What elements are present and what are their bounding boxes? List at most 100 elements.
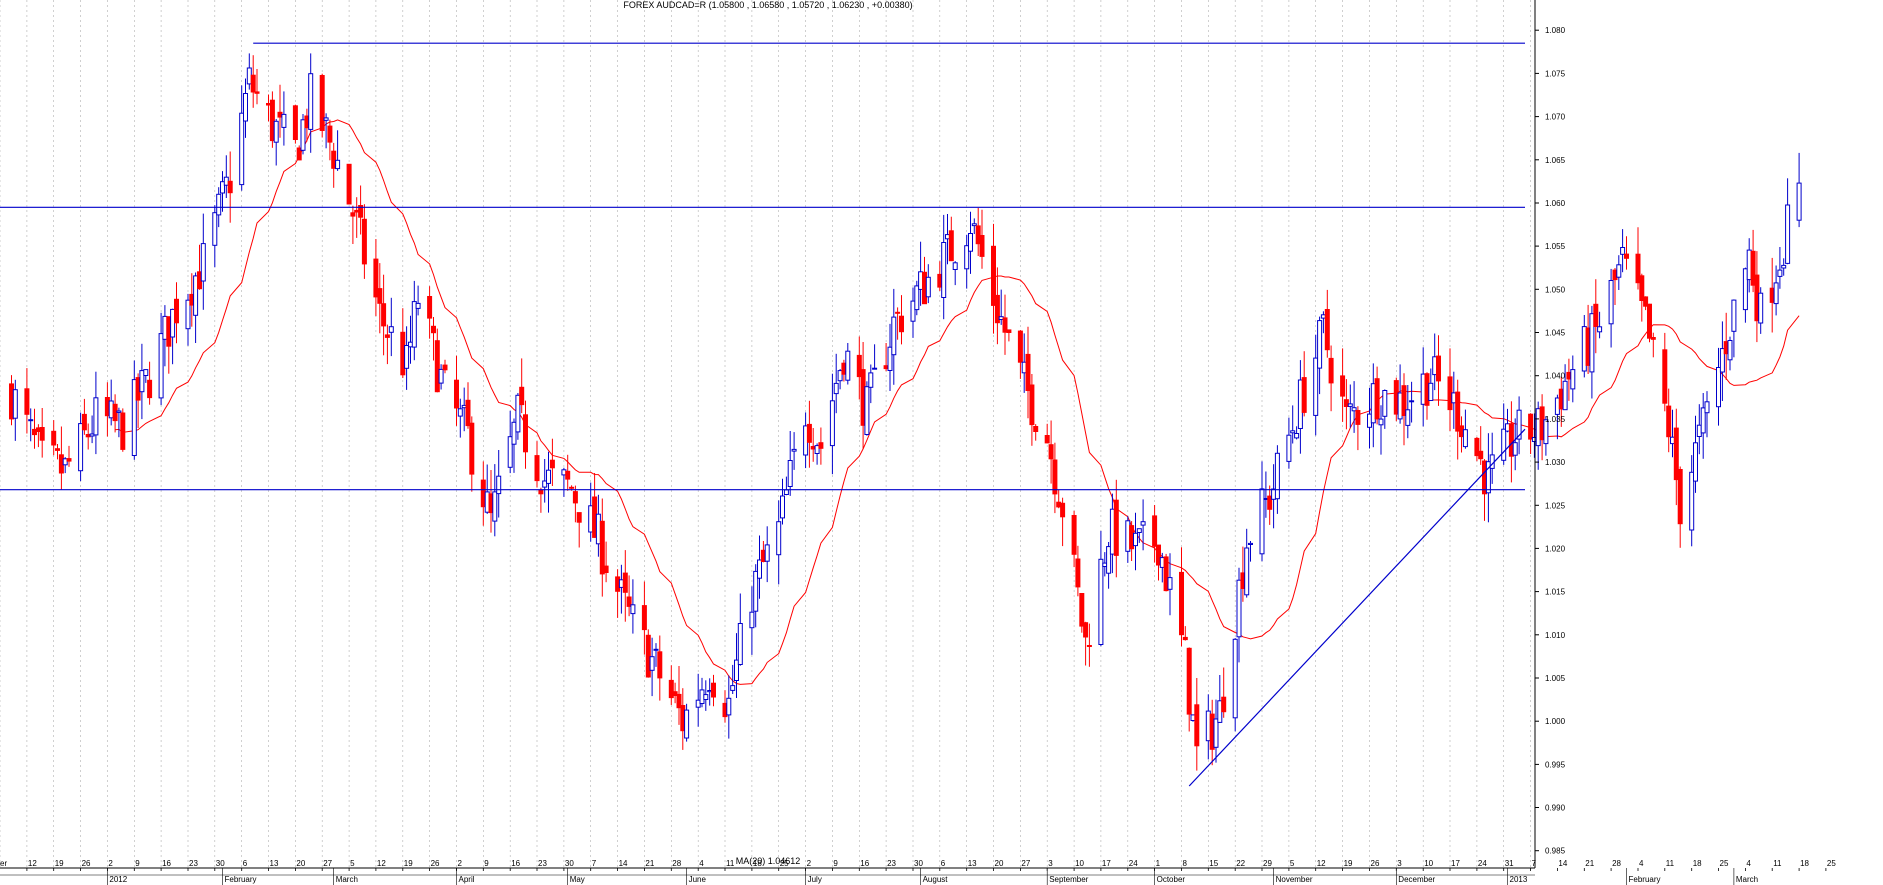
candle-body <box>599 520 605 575</box>
candle <box>572 485 578 523</box>
candle-body <box>1796 182 1802 221</box>
x-tick-label: 11 <box>726 859 735 868</box>
candle-body <box>93 397 99 436</box>
candle-body <box>404 345 410 369</box>
candle <box>914 280 920 316</box>
y-tick-label: 1.020 <box>1545 544 1566 553</box>
candle-body <box>438 368 444 384</box>
candle <box>1693 415 1698 493</box>
x-tick-label: 21 <box>1585 859 1594 868</box>
candle <box>1727 336 1733 371</box>
candle-body <box>1777 269 1783 277</box>
candle-body <box>1485 461 1491 494</box>
x-tick-label: 10 <box>1075 859 1084 868</box>
candle <box>787 431 793 496</box>
candle-body <box>32 428 37 436</box>
ma-label: MA(20) 1.04612 <box>736 856 801 866</box>
candle <box>649 637 655 697</box>
candle <box>1543 416 1549 456</box>
x-tick-label: 13 <box>968 859 977 868</box>
candle <box>1290 405 1296 444</box>
candle-body <box>1401 385 1407 417</box>
candle-body <box>941 242 947 298</box>
candle <box>308 53 314 153</box>
candle-body <box>1616 264 1622 278</box>
candle <box>991 223 996 334</box>
candle <box>200 213 206 310</box>
candle <box>699 677 705 708</box>
x-tick-label: 18 <box>753 859 762 868</box>
candle <box>737 593 743 666</box>
candle-body <box>649 656 655 671</box>
candle-body <box>837 370 843 382</box>
candle-body <box>868 372 874 388</box>
candle <box>1328 345 1334 412</box>
candle-body <box>776 521 782 556</box>
y-tick-label: 1.035 <box>1545 415 1566 424</box>
candle-body <box>684 709 690 739</box>
candle <box>388 297 394 357</box>
candle <box>1635 227 1641 290</box>
candle-body <box>1673 427 1679 481</box>
candle <box>641 581 647 655</box>
candle <box>404 326 410 390</box>
x-tick-label: 9 <box>484 859 489 868</box>
candle-body <box>431 325 436 334</box>
candle-body <box>994 294 1000 324</box>
candle-body <box>764 544 770 562</box>
x-tick-label: 28 <box>672 859 681 868</box>
candle-body <box>1677 469 1683 525</box>
candle <box>1152 505 1158 563</box>
candle-body <box>1593 303 1599 327</box>
candle-body <box>1194 704 1200 747</box>
candle <box>1777 247 1783 289</box>
x-tick-label: 6 <box>243 859 248 868</box>
candle <box>910 287 916 338</box>
y-tick-label: 1.055 <box>1545 242 1566 251</box>
candle-body <box>1006 329 1012 333</box>
candle <box>1731 299 1737 358</box>
candle <box>1773 265 1779 316</box>
candle-body <box>1731 299 1737 332</box>
candle <box>968 211 973 274</box>
x-tick-label: 23 <box>189 859 198 868</box>
x-tick-label: 7 <box>1532 859 1537 868</box>
candle-body <box>1570 369 1576 390</box>
x-month-label: May <box>570 875 585 884</box>
candle <box>895 307 901 340</box>
candle-body <box>39 427 45 441</box>
candle <box>269 91 275 148</box>
candle-body <box>1156 544 1161 566</box>
candle <box>66 445 72 467</box>
candle <box>1485 433 1491 523</box>
candle <box>273 119 279 166</box>
candle-body <box>1428 382 1434 401</box>
candle-body <box>1639 275 1645 301</box>
candle <box>1382 389 1388 429</box>
candle-body <box>1750 250 1756 286</box>
candle-body <box>415 302 421 309</box>
x-tick-label: 2 <box>807 859 812 868</box>
candle <box>1624 236 1629 270</box>
candle-body <box>891 316 897 356</box>
x-tick-label: 18 <box>1693 859 1702 868</box>
candle-body <box>131 379 137 457</box>
candle-body <box>1052 459 1058 495</box>
candle-body <box>55 448 60 451</box>
candle <box>78 412 84 482</box>
candle <box>239 85 245 191</box>
x-tick-label: 27 <box>1021 859 1030 868</box>
x-tick-label: 26 <box>431 859 440 868</box>
x-tick-label: 5 <box>1290 859 1295 868</box>
candle-body <box>703 694 709 700</box>
candle <box>1666 388 1672 453</box>
y-tick-label: 1.025 <box>1545 501 1566 510</box>
candle <box>147 361 153 405</box>
candle-body <box>542 480 548 488</box>
candle-body <box>480 479 486 508</box>
x-tick-label: 13 <box>270 859 279 868</box>
candle-body <box>308 73 314 130</box>
x-tick-label: er <box>0 859 7 868</box>
candle-body <box>66 458 72 462</box>
candle <box>515 393 521 440</box>
